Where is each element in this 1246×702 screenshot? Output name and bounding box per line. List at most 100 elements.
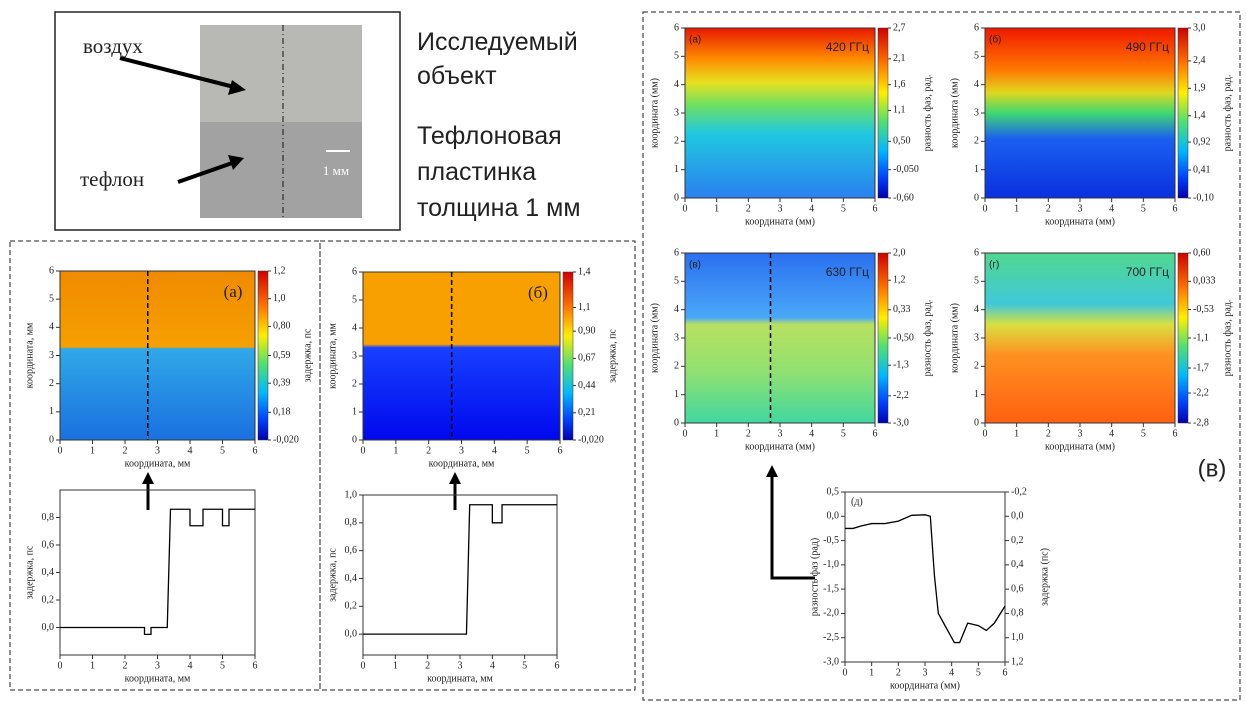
y-tick-label: 1 bbox=[974, 164, 979, 175]
caption-line: объект bbox=[417, 62, 497, 90]
colorbar-tick-label: -2,8 bbox=[1193, 417, 1209, 428]
plot-frame bbox=[844, 491, 1006, 663]
y-tick-label: -1,5 bbox=[823, 583, 839, 594]
y2-axis-label: задержка (пс) bbox=[1039, 548, 1050, 606]
y-tick-label: 0 bbox=[49, 434, 54, 445]
y-tick-label: 1 bbox=[974, 389, 979, 400]
y2-tick-label: 0,6 bbox=[1011, 583, 1024, 594]
map-frequency: 630 ГГц bbox=[826, 265, 869, 279]
colorbar-tick-label: 2,1 bbox=[893, 53, 906, 64]
y-tick-label: 5 bbox=[974, 276, 979, 287]
x-tick-label: 4 bbox=[1109, 203, 1114, 214]
profile-line bbox=[363, 504, 557, 635]
arrow-head bbox=[228, 80, 246, 95]
colorbar-tick-label: -0,60 bbox=[893, 192, 914, 203]
y-tick-label: 0,2 bbox=[42, 594, 55, 605]
photo-teflon bbox=[200, 122, 362, 218]
colorbar-tick-label: 1,4 bbox=[578, 266, 591, 277]
map-frequency: 490 ГГц bbox=[1126, 40, 1169, 54]
heatmap bbox=[363, 272, 560, 440]
y-tick-label: 6 bbox=[974, 22, 979, 33]
x-tick-label: 5 bbox=[1141, 428, 1146, 439]
colorbar bbox=[877, 27, 889, 199]
y-axis-label: координата, мм bbox=[24, 322, 35, 388]
y-tick-label: 0,0 bbox=[42, 622, 55, 633]
x-tick-label: 6 bbox=[253, 445, 258, 456]
colorbar bbox=[562, 271, 574, 441]
colorbar-tick-label: -1,3 bbox=[893, 359, 909, 370]
y2-tick-label: 0,8 bbox=[1011, 608, 1024, 619]
x-tick-label: 2 bbox=[746, 428, 751, 439]
x-axis-label: координата (мм) bbox=[745, 216, 815, 227]
x-tick-label: 1 bbox=[714, 428, 719, 439]
colorbar-tick-label: 1,6 bbox=[893, 79, 906, 90]
y-tick-label: 1 bbox=[674, 164, 679, 175]
y-tick-label: 5 bbox=[352, 294, 357, 305]
colorbar-label: разность фаз, рад. bbox=[1222, 300, 1233, 377]
colorbar-tick-label: 0,39 bbox=[273, 378, 291, 389]
panel-frame bbox=[9, 240, 321, 691]
colorbar-tick-label: 0,92 bbox=[1193, 136, 1211, 147]
caption-line: Исследуемый bbox=[417, 28, 578, 56]
colorbar-tick-label: 0,033 bbox=[1193, 276, 1216, 287]
plot-frame bbox=[59, 489, 256, 656]
air-label: воздух bbox=[83, 34, 143, 58]
y-tick-label: 4 bbox=[352, 322, 357, 333]
arrow bbox=[177, 160, 236, 184]
x-axis-label: координата, мм bbox=[427, 673, 493, 684]
y-tick-label: 0,4 bbox=[42, 567, 55, 578]
colorbar-tick-label: -0,53 bbox=[1193, 304, 1214, 315]
arrow-head bbox=[142, 472, 154, 484]
x-axis-label: координата (мм) bbox=[1045, 216, 1115, 227]
colorbar-tick-label: 1,4 bbox=[1193, 110, 1206, 121]
panel-frame bbox=[319, 240, 636, 691]
y-tick-label: 1,0 bbox=[345, 489, 358, 500]
y-tick-label: 2 bbox=[674, 361, 679, 372]
x-tick-label: 4 bbox=[1109, 428, 1114, 439]
y-tick-label: 3 bbox=[974, 332, 979, 343]
x-tick-label: 2 bbox=[123, 660, 128, 671]
colorbar-tick-label: -3,0 bbox=[893, 417, 909, 428]
y-tick-label: 4 bbox=[49, 322, 54, 333]
colorbar-tick-label: 0,90 bbox=[578, 325, 596, 336]
caption-line: толщина 1 мм bbox=[417, 194, 581, 222]
x-tick-label: 1 bbox=[869, 667, 874, 678]
y-tick-label: 2 bbox=[674, 136, 679, 147]
colorbar-tick-label: 1,0 bbox=[273, 293, 286, 304]
y-tick-label: 0,0 bbox=[827, 511, 840, 522]
x-tick-label: 0 bbox=[683, 203, 688, 214]
colorbar-tick-label: 1,1 bbox=[893, 105, 906, 116]
panel-tag: (в) bbox=[1198, 455, 1227, 482]
colorbar bbox=[877, 252, 889, 424]
x-tick-label: 6 bbox=[253, 660, 258, 671]
y-tick-label: 5 bbox=[674, 276, 679, 287]
colorbar-tick-label: 2,0 bbox=[893, 247, 906, 258]
y-tick-label: 0,0 bbox=[345, 628, 358, 639]
arrow-head bbox=[766, 465, 778, 477]
colorbar-tick-label: -2,2 bbox=[1193, 387, 1209, 398]
colorbar-tick-label: 1,2 bbox=[273, 265, 286, 276]
arrow bbox=[119, 56, 239, 90]
x-tick-label: 2 bbox=[896, 667, 901, 678]
x-tick-label: 6 bbox=[1173, 203, 1178, 214]
colorbar-label: разность фаз, рад. bbox=[922, 75, 933, 152]
x-tick-label: 6 bbox=[558, 445, 563, 456]
x-tick-label: 1 bbox=[393, 660, 398, 671]
x-tick-label: 5 bbox=[976, 667, 981, 678]
colorbar-tick-label: 0,80 bbox=[273, 321, 291, 332]
x-tick-label: 3 bbox=[923, 667, 928, 678]
colorbar-tick-label: 2,7 bbox=[893, 22, 906, 33]
x-tick-label: 1 bbox=[1014, 428, 1019, 439]
colorbar-tick-label: -0,020 bbox=[578, 434, 604, 445]
x-tick-label: 6 bbox=[873, 428, 878, 439]
arrow-head bbox=[228, 155, 244, 170]
y-axis-label: координата (мм) bbox=[649, 78, 660, 148]
x-tick-label: 3 bbox=[458, 660, 463, 671]
x-tick-label: 0 bbox=[683, 428, 688, 439]
arrow-head bbox=[449, 472, 461, 484]
colorbar-tick-label: 0,41 bbox=[1193, 164, 1211, 175]
y-tick-label: 3 bbox=[352, 350, 357, 361]
y-tick-label: -0,5 bbox=[823, 535, 839, 546]
